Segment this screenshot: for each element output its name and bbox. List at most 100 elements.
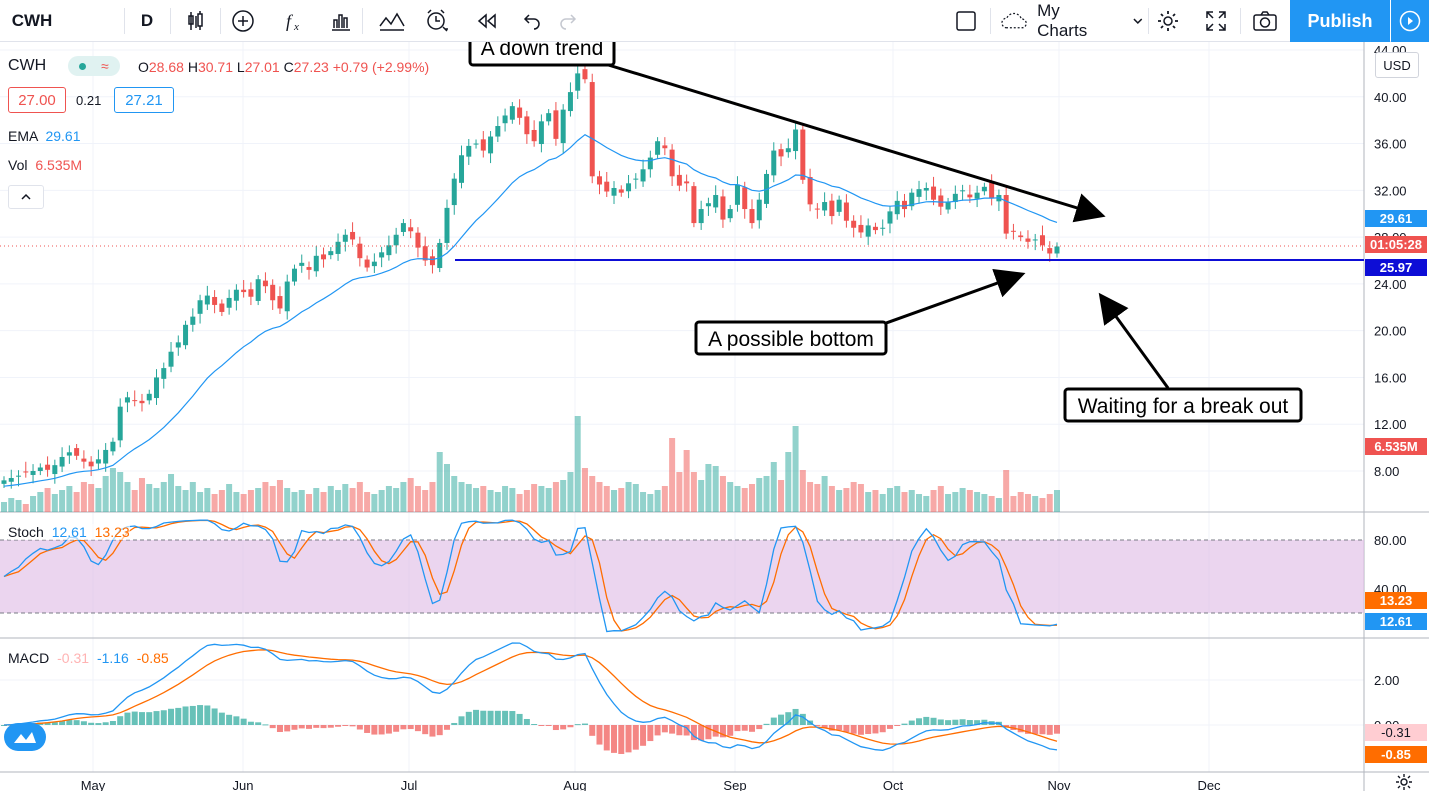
redo-icon[interactable] <box>554 0 582 42</box>
bottom-arrow[interactable] <box>874 268 1026 329</box>
publish-options-button[interactable] <box>1391 0 1429 42</box>
my-charts-button[interactable]: My Charts <box>996 0 1144 42</box>
legend-symbol[interactable]: CWH <box>8 57 47 74</box>
legend-ohlc: O28.68 H30.71 L27.01 C27.23 +0.79 (+2.99… <box>138 59 429 75</box>
symbol-search-button[interactable]: CWH <box>11 11 53 30</box>
divider <box>1148 8 1149 34</box>
high-label: H <box>187 59 198 75</box>
settings-icon[interactable] <box>1152 0 1184 42</box>
volume-bar <box>407 478 414 512</box>
bars-style-icon[interactable] <box>180 0 212 42</box>
macd-hist-bar <box>284 725 291 732</box>
volume-bar <box>574 416 581 512</box>
market-status-badge[interactable]: ≈ <box>68 56 120 76</box>
macd-hist-bar <box>966 720 973 725</box>
macd-hist-bar <box>247 721 254 725</box>
candle-body <box>255 279 261 301</box>
volume-bar <box>647 494 654 512</box>
macd-hist-bar <box>603 725 610 751</box>
macd-hist-bar <box>654 725 661 736</box>
candle-body <box>291 268 297 282</box>
volume-bar <box>821 476 828 512</box>
ema-legend[interactable]: EMA 29.61 <box>8 128 81 144</box>
candle-body <box>538 121 544 145</box>
volume-bar <box>44 488 51 512</box>
snapshot-icon[interactable] <box>1248 0 1282 42</box>
macd-hist-bar <box>494 710 501 725</box>
candle-body <box>23 471 29 473</box>
macd-hist-bar <box>683 725 690 736</box>
stoch-legend[interactable]: Stoch 12.61 13.23 <box>8 524 130 540</box>
volume-bar <box>538 486 545 512</box>
undo-icon[interactable] <box>518 0 546 42</box>
volume-bar <box>690 472 697 512</box>
macd-hist-bar <box>153 711 160 725</box>
price-tick-label: 16.00 <box>1374 370 1407 385</box>
volume-bar <box>509 488 516 512</box>
candle-body <box>575 73 581 91</box>
open-value: 28.68 <box>148 59 184 75</box>
candle-body <box>59 456 65 467</box>
financials-icon[interactable] <box>326 0 356 42</box>
volume-bar <box>487 490 494 512</box>
currency-label[interactable]: USD <box>1375 52 1419 78</box>
replay-icon[interactable] <box>472 0 502 42</box>
macd-hist-bar <box>952 719 959 725</box>
add-compare-icon[interactable] <box>228 0 258 42</box>
price-axis[interactable]: 44.0040.0036.0032.0028.0024.0020.0016.00… <box>1374 43 1407 733</box>
alert-icon[interactable] <box>420 0 454 42</box>
layout-icon[interactable] <box>950 0 982 42</box>
volume-legend[interactable]: Vol 6.535M <box>8 157 82 173</box>
tradingview-logo[interactable] <box>4 723 46 751</box>
publish-button[interactable]: Publish <box>1290 0 1390 42</box>
annotation-bottom-box[interactable] <box>694 320 888 356</box>
candle-body <box>909 192 915 207</box>
macd-hist-bar <box>828 725 835 731</box>
collapse-legend-button[interactable] <box>8 185 44 209</box>
macd-hist-bar <box>1032 725 1039 734</box>
macd-hist-bar <box>88 722 95 725</box>
candle-body <box>734 184 740 205</box>
macd-legend[interactable]: MACD -0.31 -1.16 -0.85 <box>8 650 169 666</box>
macd-hist-bar <box>669 725 676 734</box>
macd-hist-bar <box>509 711 516 725</box>
macd-hist-bar <box>175 707 182 725</box>
downtrend-arrow[interactable] <box>591 58 1106 223</box>
chart-settings-icon[interactable] <box>1395 773 1413 791</box>
candle-body <box>1 480 7 484</box>
time-axis[interactable]: May Jun Jul Aug Sep Oct Nov Dec <box>81 778 1221 791</box>
volume-bar <box>153 488 160 512</box>
templates-icon[interactable] <box>374 0 410 42</box>
macd-hist-bar <box>44 722 51 725</box>
chart-canvas[interactable]: A down trend A possible bottom Waiting f… <box>0 42 1429 791</box>
price-tick-label: 24.00 <box>1374 277 1407 292</box>
sell-button[interactable]: 27.00 <box>8 87 66 113</box>
candle-body <box>727 209 733 219</box>
buy-button[interactable]: 27.21 <box>114 87 174 113</box>
candle-body <box>110 441 116 452</box>
volume-bars <box>1 416 1060 512</box>
volume-bar <box>995 498 1002 512</box>
candle-body <box>778 149 784 157</box>
macd-hist-bar <box>865 725 872 734</box>
volume-bar <box>298 490 305 512</box>
volume-bar <box>37 492 44 512</box>
annotation-breakout-box[interactable] <box>1063 387 1303 423</box>
annotation-downtrend-box[interactable] <box>468 42 616 67</box>
divider <box>362 8 363 34</box>
interval-button[interactable]: D <box>140 11 154 30</box>
volume-value: 6.535M <box>35 157 83 173</box>
breakout-arrow[interactable] <box>1098 292 1170 389</box>
candle-body <box>161 368 167 379</box>
fullscreen-icon[interactable] <box>1200 0 1232 42</box>
macd-hist-bar <box>821 725 828 728</box>
macd-hist-bar <box>661 725 668 733</box>
candle-body <box>408 227 414 232</box>
volume-bar <box>124 482 131 512</box>
candle-body <box>647 157 653 170</box>
macd-hist-bar <box>647 725 654 742</box>
divider <box>170 8 171 34</box>
candle-body <box>1003 195 1009 234</box>
volume-bar <box>306 494 313 512</box>
